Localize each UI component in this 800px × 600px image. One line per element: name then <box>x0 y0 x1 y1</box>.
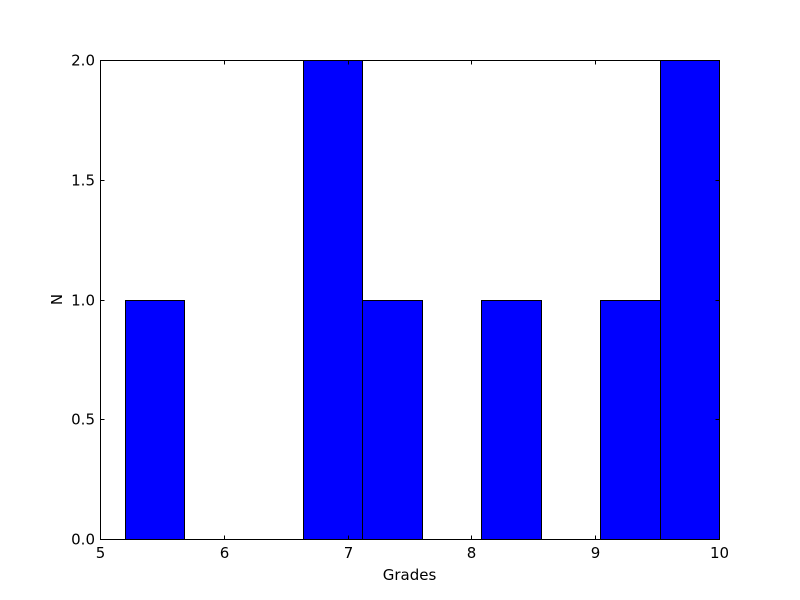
x-tick-label: 10 <box>710 544 729 562</box>
histogram-bar-9 <box>660 60 720 540</box>
histogram-bar-8 <box>600 300 661 540</box>
x-axis-label: Grades <box>383 566 437 584</box>
histogram-bar-6 <box>481 300 542 540</box>
x-tick-label: 9 <box>591 544 601 562</box>
y-tick-label: 0.0 <box>71 531 95 549</box>
bars-group <box>125 60 720 540</box>
x-tick-label: 5 <box>96 544 106 562</box>
x-tick-label: 6 <box>220 544 230 562</box>
histogram-bar-4 <box>362 300 423 540</box>
y-tick-label: 1.5 <box>71 172 95 190</box>
ticks-group: 5 6 7 8 9 10 0.0 0.5 1.0 1.5 2.0 <box>71 52 729 563</box>
y-axis-label: N <box>48 294 66 305</box>
histogram-bar-0 <box>125 300 185 540</box>
x-tick-label: 7 <box>344 544 354 562</box>
x-tick-label: 8 <box>467 544 477 562</box>
y-tick-label: 2.0 <box>71 52 95 70</box>
y-tick-label: 1.0 <box>71 292 95 310</box>
y-tick-label: 0.5 <box>71 411 95 429</box>
histogram-bar-3 <box>303 60 363 540</box>
